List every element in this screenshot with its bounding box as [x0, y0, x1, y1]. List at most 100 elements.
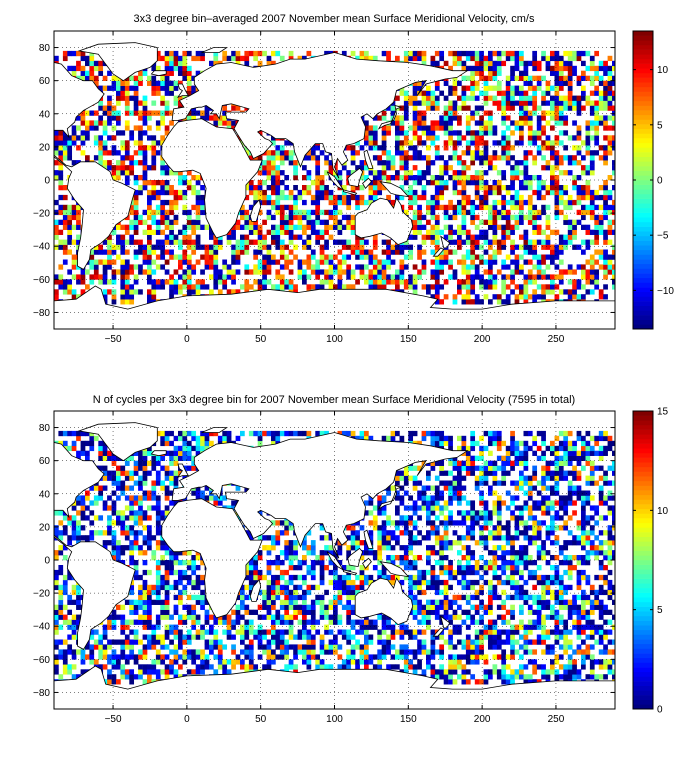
heatmap-cell	[266, 244, 272, 250]
heatmap-cell	[138, 239, 143, 245]
heatmap-cell	[262, 199, 267, 206]
heatmap-cell	[319, 639, 325, 645]
heatmap-cell	[594, 639, 600, 645]
heatmap-cell	[381, 50, 387, 57]
heatmap-cell	[76, 674, 81, 680]
heatmap-cell	[133, 194, 139, 201]
heatmap-cell	[545, 110, 551, 116]
heatmap-cell	[572, 229, 577, 235]
heatmap-cell	[341, 199, 347, 206]
heatmap-cell	[576, 145, 582, 151]
heatmap-cell	[563, 639, 569, 645]
heatmap-cell	[470, 199, 476, 206]
heatmap-cell	[262, 644, 267, 650]
heatmap-cell	[89, 254, 95, 260]
heatmap-cell	[266, 229, 272, 235]
heatmap-cell	[315, 664, 321, 670]
heatmap-cell	[341, 189, 347, 196]
heatmap-cell	[164, 50, 170, 57]
heatmap-cell	[612, 135, 615, 141]
colorbar-tick-label: 5	[657, 120, 663, 131]
heatmap-cell	[372, 194, 378, 201]
heatmap-cell	[448, 115, 453, 121]
heatmap-cell	[240, 204, 245, 211]
heatmap-cell	[488, 185, 493, 191]
heatmap-cell	[594, 100, 600, 106]
heatmap-cell	[54, 664, 59, 670]
heatmap-cell	[523, 199, 529, 206]
heatmap-cell	[594, 70, 600, 76]
heatmap-cell	[124, 259, 130, 265]
heatmap-cell	[607, 145, 613, 151]
heatmap-cell	[403, 155, 409, 161]
heatmap-cell	[169, 279, 174, 285]
heatmap-cell	[426, 145, 431, 151]
heatmap-cell	[315, 180, 321, 186]
heatmap-cell	[589, 269, 595, 275]
heatmap-cell	[138, 140, 143, 146]
heatmap-cell	[607, 664, 613, 670]
heatmap-cell	[71, 289, 77, 295]
heatmap-cell	[133, 229, 139, 235]
heatmap-cell	[470, 75, 476, 81]
heatmap-cell	[67, 135, 73, 141]
heatmap-cell	[505, 80, 511, 86]
heatmap-cell	[120, 244, 126, 250]
heatmap-cell	[545, 634, 551, 640]
heatmap-cell	[434, 189, 440, 196]
heatmap-cell	[412, 669, 418, 675]
heatmap-cell	[253, 189, 259, 196]
heatmap-cell	[576, 189, 582, 196]
heatmap-cell	[279, 249, 285, 255]
heatmap-cell	[461, 644, 467, 650]
heatmap-cell	[279, 189, 285, 196]
heatmap-cell	[589, 259, 595, 265]
heatmap-cell	[80, 669, 86, 675]
heatmap-cell	[288, 229, 294, 235]
heatmap-cell	[279, 284, 285, 290]
heatmap-cell	[554, 274, 560, 280]
heatmap-cell	[505, 674, 511, 680]
heatmap-cell	[474, 120, 480, 126]
heatmap-cell	[541, 229, 546, 235]
heatmap-cell	[434, 150, 440, 156]
heatmap-cell	[151, 259, 157, 265]
heatmap-cell	[541, 254, 546, 260]
heatmap-cell	[554, 254, 560, 260]
heatmap-cell	[279, 150, 285, 156]
heatmap-cell	[120, 274, 126, 280]
heatmap-cell	[93, 125, 99, 131]
heatmap-cell	[377, 649, 383, 655]
heatmap-cell	[293, 664, 298, 670]
heatmap-cell	[76, 234, 81, 240]
heatmap-cell	[151, 194, 157, 201]
heatmap-cell	[465, 55, 471, 62]
heatmap-cell	[483, 294, 489, 300]
heatmap-cell	[204, 115, 210, 121]
heatmap-cell	[76, 115, 81, 121]
heatmap-cell	[328, 264, 334, 270]
heatmap-cell	[151, 150, 157, 156]
heatmap-cell	[483, 85, 489, 91]
heatmap-cell	[381, 654, 387, 660]
heatmap-cell	[302, 239, 307, 245]
heatmap-cell	[527, 95, 533, 101]
heatmap-cell	[133, 254, 139, 260]
heatmap-cell	[545, 135, 551, 141]
heatmap-cell	[271, 654, 276, 660]
heatmap-cell	[483, 100, 489, 106]
heatmap-cell	[594, 224, 600, 230]
heatmap-cell	[302, 279, 307, 285]
heatmap-cell	[527, 259, 533, 265]
heatmap-cell	[213, 249, 219, 255]
heatmap-cell	[510, 155, 515, 161]
heatmap-cell	[213, 639, 219, 645]
heatmap-cell	[302, 259, 307, 265]
heatmap-cell	[585, 209, 591, 216]
heatmap-cell	[417, 664, 422, 670]
heatmap-cell	[266, 644, 272, 650]
heatmap-cell	[155, 189, 161, 196]
heatmap-cell	[271, 170, 276, 176]
heatmap-cell	[501, 90, 507, 96]
heatmap-cell	[257, 264, 263, 270]
